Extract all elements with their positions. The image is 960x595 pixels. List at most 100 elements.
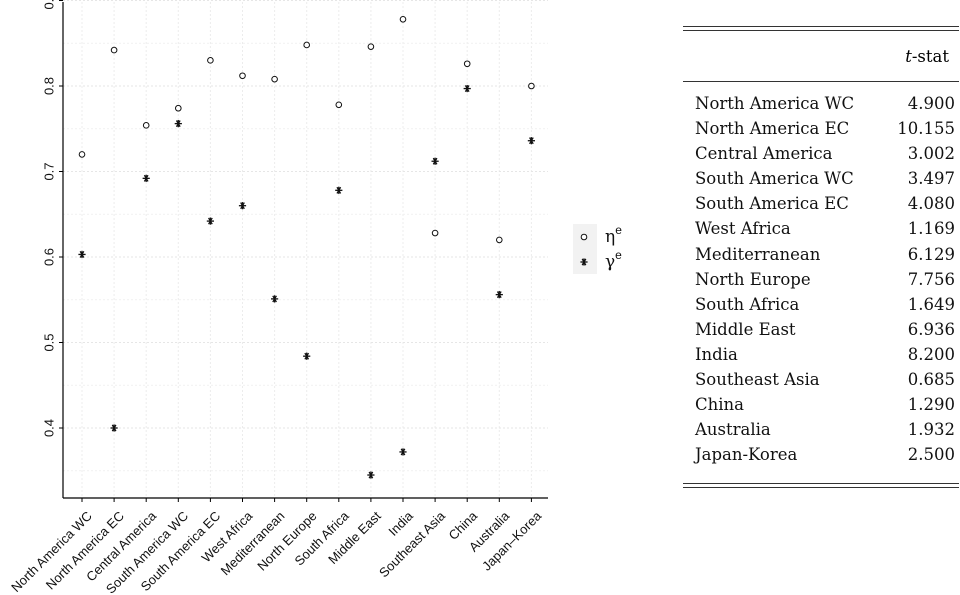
y-tick-label: 0.8 bbox=[41, 77, 56, 95]
gamma-point bbox=[142, 174, 150, 182]
table-cell-region: Central America bbox=[695, 144, 833, 164]
table-row: North America WC 4.900 bbox=[683, 91, 959, 116]
table-cell-tstat: 10.155 bbox=[897, 119, 955, 139]
table-cell-tstat: 3.497 bbox=[907, 169, 955, 189]
table-cell-tstat: 2.500 bbox=[907, 445, 955, 465]
eta-point bbox=[239, 72, 246, 80]
table-cell-tstat: 3.002 bbox=[907, 144, 955, 164]
eta-point bbox=[528, 82, 535, 90]
t-stat-table: North America WC 4.900 North America EC 10.… bbox=[683, 91, 959, 467]
legend-gamma-label: γe bbox=[605, 248, 622, 272]
gamma-point bbox=[303, 352, 311, 360]
y-tick-label: 0.5 bbox=[41, 333, 56, 351]
legend-gamma-marker bbox=[580, 258, 588, 266]
data-marks bbox=[78, 16, 535, 479]
table-row: North America EC 10.155 bbox=[683, 116, 959, 141]
y-tick-label: 0.7 bbox=[41, 162, 56, 180]
table-header-rule bbox=[683, 81, 959, 82]
table-row: Japan-Korea 2.500 bbox=[683, 442, 959, 467]
t-stat-table-panel: t -stat North America WC 4.900 North Americ… bbox=[683, 26, 959, 489]
table-cell-tstat: 8.200 bbox=[907, 344, 955, 364]
table-row: West Africa 1.169 bbox=[683, 216, 959, 241]
eta-point bbox=[142, 122, 150, 129]
table-row: Mediterranean 6.129 bbox=[683, 242, 959, 267]
y-tick-label: 0.6 bbox=[41, 248, 56, 266]
table-header-text: -stat bbox=[911, 46, 949, 66]
legend-eta-label: ηe bbox=[605, 223, 622, 247]
eta-point bbox=[463, 60, 471, 68]
legend-series-superscript: e bbox=[615, 248, 622, 262]
gamma-point bbox=[527, 137, 535, 145]
table-cell-region: China bbox=[695, 395, 744, 415]
table-cell-tstat: 4.080 bbox=[907, 194, 955, 214]
table-cell-region: West Africa bbox=[695, 219, 791, 239]
gamma-point bbox=[78, 250, 86, 259]
legend-eta-marker bbox=[580, 233, 588, 241]
table-cell-tstat: 0.685 bbox=[907, 370, 955, 390]
table-row: Central America 3.002 bbox=[683, 141, 959, 166]
table-cell-tstat: 1.169 bbox=[907, 219, 955, 239]
eta-point bbox=[335, 101, 343, 109]
table-cell-region: North Europe bbox=[695, 269, 811, 289]
table-row: India 8.200 bbox=[683, 342, 959, 367]
eta-point bbox=[78, 151, 86, 158]
legend-key-background bbox=[573, 224, 597, 274]
table-row: North Europe 7.756 bbox=[683, 267, 959, 292]
gamma-point bbox=[431, 157, 439, 165]
eta-point bbox=[431, 229, 439, 237]
grid bbox=[63, 0, 548, 498]
table-row: South Africa 1.649 bbox=[683, 292, 959, 317]
gamma-point bbox=[110, 424, 118, 432]
gamma-point bbox=[238, 202, 247, 210]
table-row: Southeast Asia 0.685 bbox=[683, 367, 959, 392]
gamma-point bbox=[335, 186, 343, 194]
eta-point bbox=[303, 41, 311, 49]
table-cell-region: Australia bbox=[695, 420, 771, 440]
table-cell-tstat: 1.932 bbox=[907, 420, 955, 440]
eta-point bbox=[271, 75, 278, 83]
table-top-rule bbox=[683, 26, 959, 27]
y-tick-label: 0.9 bbox=[41, 0, 56, 10]
eta-point bbox=[175, 104, 182, 112]
gamma-point bbox=[206, 217, 214, 225]
legend-series-superscript: e bbox=[615, 223, 622, 237]
y-tick-label: 0.4 bbox=[41, 419, 56, 437]
gamma-point bbox=[463, 84, 471, 93]
eta-point bbox=[496, 236, 503, 244]
table-row: Middle East 6.936 bbox=[683, 317, 959, 342]
gamma-point bbox=[399, 448, 407, 456]
table-cell-tstat: 7.756 bbox=[907, 269, 955, 289]
gamma-point bbox=[367, 471, 375, 479]
table-cell-region: Mediterranean bbox=[695, 244, 821, 264]
table-cell-tstat: 1.290 bbox=[907, 395, 955, 415]
eta-point bbox=[207, 57, 214, 64]
table-cell-region: South America EC bbox=[695, 194, 849, 214]
table-cell-region: Southeast Asia bbox=[695, 370, 820, 390]
table-row: Australia 1.932 bbox=[683, 417, 959, 442]
table-cell-region: India bbox=[695, 344, 738, 364]
eta-point bbox=[399, 16, 407, 23]
table-bottom-rule-2 bbox=[683, 487, 959, 489]
table-bottom-rule bbox=[683, 483, 959, 485]
eta-point bbox=[110, 46, 118, 54]
legend-series-name: γ bbox=[605, 252, 615, 272]
table-row: South America WC 3.497 bbox=[683, 166, 959, 191]
table-cell-tstat: 4.900 bbox=[907, 94, 955, 113]
table-cell-region: Middle East bbox=[695, 319, 796, 339]
eta-point bbox=[367, 43, 375, 50]
table-cell-tstat: 1.649 bbox=[907, 294, 955, 314]
table-cell-tstat: 6.936 bbox=[907, 319, 955, 339]
table-cell-tstat: 6.129 bbox=[907, 244, 955, 264]
gamma-point bbox=[174, 120, 182, 128]
table-cell-region: South Africa bbox=[695, 294, 800, 314]
table-top-rule-2 bbox=[683, 30, 959, 31]
gamma-point bbox=[495, 291, 503, 299]
legend-series-name: η bbox=[605, 227, 615, 247]
table-cell-region: Japan-Korea bbox=[695, 445, 798, 465]
table-header-italic: t bbox=[905, 46, 912, 66]
table-row: South America EC 4.080 bbox=[683, 191, 959, 216]
table-row: China 1.290 bbox=[683, 392, 959, 417]
table-header: t -stat bbox=[683, 31, 959, 81]
